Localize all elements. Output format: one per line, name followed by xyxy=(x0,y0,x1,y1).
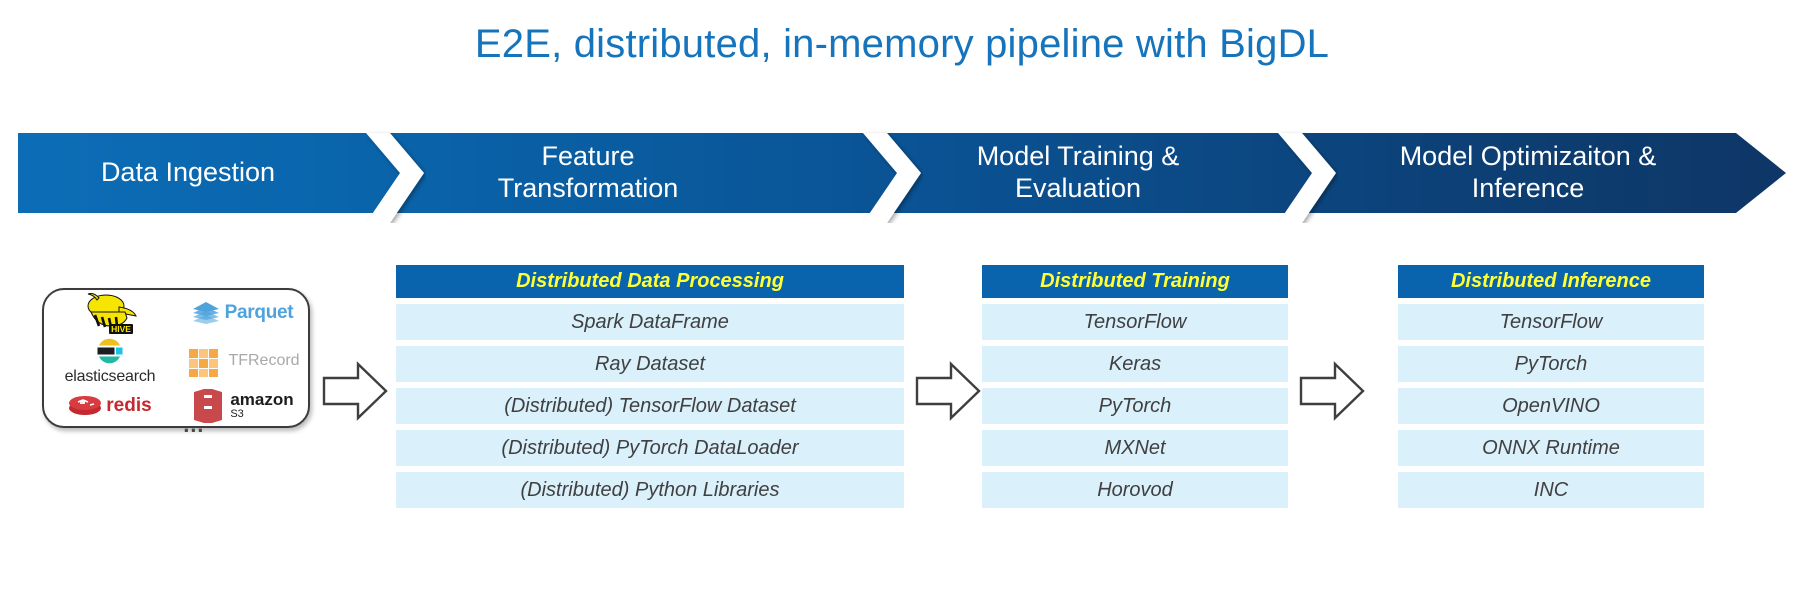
source-logo-sublabel: S3 xyxy=(230,408,244,421)
hive-icon: HIVE xyxy=(87,293,137,334)
chevron-right-icon-3 xyxy=(1276,123,1338,223)
table-header: Distributed Data Processing xyxy=(396,265,904,298)
hive-label: HIVE xyxy=(111,324,131,334)
source-logo-parquet: Parquet xyxy=(191,300,294,326)
source-logo-label: amazon xyxy=(230,390,294,409)
elasticsearch-icon xyxy=(97,338,123,364)
table-row[interactable]: (Distributed) PyTorch DataLoader xyxy=(396,430,904,466)
flow-arrow-icon-1 xyxy=(322,360,388,422)
table-row[interactable]: ONNX Runtime xyxy=(1398,430,1704,466)
flow-arrow-icon-2 xyxy=(915,360,981,422)
table-row[interactable]: Ray Dataset xyxy=(396,346,904,382)
source-logo-label: TFRecord xyxy=(228,352,300,369)
table-row[interactable]: PyTorch xyxy=(1398,346,1704,382)
page-title: E2E, distributed, in-memory pipeline wit… xyxy=(474,22,1330,66)
table-row[interactable]: MXNet xyxy=(982,430,1288,466)
source-logo-label: Parquet xyxy=(224,302,294,323)
table-row[interactable]: (Distributed) TensorFlow Dataset xyxy=(396,388,904,424)
table-distributed-inference: Distributed Inference TensorFlow PyTorch… xyxy=(1398,265,1704,508)
data-source-grid: HIVE Parquet elasticsea xyxy=(44,290,308,437)
table-header: Distributed Training xyxy=(982,265,1288,298)
source-logo-redis: redis xyxy=(68,393,152,419)
source-logo-more: … xyxy=(182,412,207,437)
table-row[interactable]: (Distributed) Python Libraries xyxy=(396,472,904,508)
data-source-box: HIVE Parquet elasticsea xyxy=(42,288,310,437)
table-row[interactable]: INC xyxy=(1398,472,1704,508)
source-logo-elasticsearch: elasticsearch xyxy=(65,336,156,386)
tfrecord-icon xyxy=(189,349,219,377)
table-row[interactable]: OpenVINO xyxy=(1398,388,1704,424)
pipeline-banner: Data Ingestion Feature Transformation Mo xyxy=(18,133,1786,223)
table-row[interactable]: Horovod xyxy=(982,472,1288,508)
chevron-right-icon-2 xyxy=(861,123,923,223)
table-distributed-training: Distributed Training TensorFlow Keras Py… xyxy=(982,265,1288,508)
table-row[interactable]: TensorFlow xyxy=(982,304,1288,340)
chevron-right-icon-1 xyxy=(364,123,426,223)
amazon-s3-icon xyxy=(194,389,223,423)
table-header: Distributed Inference xyxy=(1398,265,1704,298)
source-logo-tfrecord: TFRecord xyxy=(184,341,300,381)
table-row[interactable]: Spark DataFrame xyxy=(396,304,904,340)
table-row[interactable]: Keras xyxy=(982,346,1288,382)
parquet-icon xyxy=(192,302,219,324)
table-row[interactable]: PyTorch xyxy=(982,388,1288,424)
table-distributed-data-processing: Distributed Data Processing Spark DataFr… xyxy=(396,265,904,508)
flow-arrow-icon-3 xyxy=(1299,360,1365,422)
redis-icon xyxy=(69,396,102,415)
source-logo-label: elasticsearch xyxy=(64,368,156,385)
source-logo-hive: HIVE xyxy=(79,292,141,336)
source-logo-amazon-s3: amazon S3 … xyxy=(182,386,294,437)
table-row[interactable]: TensorFlow xyxy=(1398,304,1704,340)
source-logo-label: redis xyxy=(106,395,152,416)
